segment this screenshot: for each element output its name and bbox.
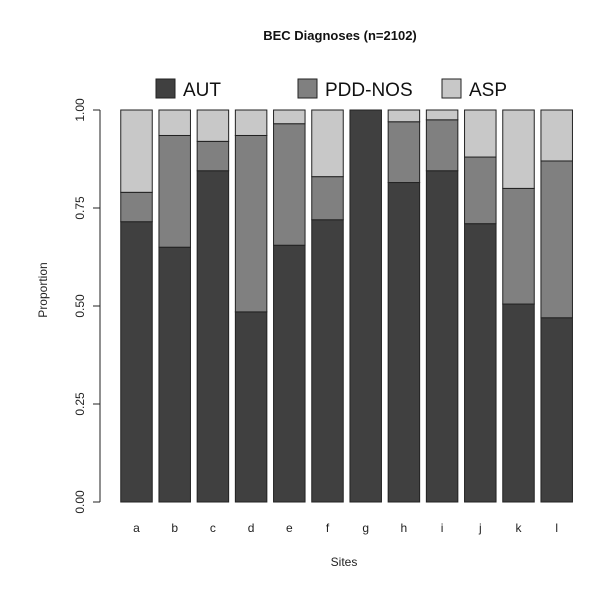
bar-j-aut — [464, 223, 497, 503]
x-axis: a b c d e f g h i j k l — [133, 521, 558, 535]
bar-f-pdd-nos — [311, 176, 344, 221]
bar-j-pdd-nos — [464, 156, 497, 225]
bar-g-aut — [349, 109, 382, 503]
x-tick-label-a: a — [133, 521, 140, 535]
legend-swatch-aut — [155, 78, 176, 99]
y-tick-label: 0.25 — [73, 392, 87, 416]
y-tick-label: 0.75 — [73, 196, 87, 220]
y-tick-label: 0.50 — [73, 294, 87, 318]
y-axis: 0.00 0.25 0.50 0.75 1.00 — [73, 98, 101, 514]
bar-d-aut — [234, 311, 268, 503]
bar-l-asp — [540, 109, 573, 162]
legend-swatch-pdd-nos — [297, 78, 318, 99]
bar-i-asp — [425, 109, 459, 121]
bar-b-aut — [158, 246, 191, 503]
bar-c-pdd-nos — [196, 140, 230, 172]
chart-title: BEC Diagnoses (n=2102) — [263, 28, 417, 43]
x-tick-label-b: b — [171, 521, 178, 535]
bar-f-aut — [311, 219, 344, 503]
bar-c-asp — [196, 109, 230, 142]
bar-b-pdd-nos — [158, 134, 191, 248]
x-tick-label-f: f — [326, 521, 330, 535]
bar-e-asp — [273, 109, 306, 125]
bar-f-asp — [311, 109, 344, 178]
bar-a-aut — [120, 221, 153, 503]
legend: AUT PDD-NOS ASP — [155, 78, 507, 101]
bar-c-aut — [196, 170, 230, 503]
bar-h-aut — [387, 182, 421, 503]
bar-e-aut — [273, 244, 306, 503]
legend-label-aut: AUT — [183, 80, 221, 101]
bar-j-asp — [464, 109, 497, 158]
y-tick-label: 1.00 — [73, 98, 87, 122]
x-tick-label-j: j — [478, 521, 482, 535]
bar-h-asp — [387, 109, 421, 123]
bar-d-asp — [234, 109, 268, 136]
x-tick-label-c: c — [210, 521, 216, 535]
x-tick-label-l: l — [555, 521, 558, 535]
x-tick-label-d: d — [248, 521, 255, 535]
bar-a-pdd-nos — [120, 191, 153, 223]
x-tick-label-e: e — [286, 521, 293, 535]
x-axis-label: Sites — [331, 555, 358, 569]
bars — [120, 109, 573, 503]
bar-k-aut — [502, 303, 535, 503]
bar-k-asp — [502, 109, 535, 189]
legend-swatch-asp — [441, 78, 462, 99]
x-tick-label-h: h — [401, 521, 408, 535]
bar-e-pdd-nos — [273, 123, 306, 246]
legend-label-pdd-nos: PDD-NOS — [325, 80, 413, 101]
bar-h-pdd-nos — [387, 121, 421, 184]
bar-l-aut — [540, 317, 573, 503]
bar-i-aut — [425, 170, 459, 503]
bar-i-pdd-nos — [425, 119, 459, 172]
legend-label-asp: ASP — [469, 80, 507, 101]
bar-a-asp — [120, 109, 153, 193]
x-tick-label-k: k — [516, 521, 523, 535]
bar-d-pdd-nos — [234, 134, 268, 313]
x-tick-label-g: g — [362, 521, 369, 535]
y-tick-label: 0.00 — [73, 490, 87, 514]
bar-l-pdd-nos — [540, 160, 573, 319]
bar-b-asp — [158, 109, 191, 136]
x-tick-label-i: i — [441, 521, 444, 535]
y-axis-label: Proportion — [36, 262, 50, 317]
bar-k-pdd-nos — [502, 187, 535, 305]
